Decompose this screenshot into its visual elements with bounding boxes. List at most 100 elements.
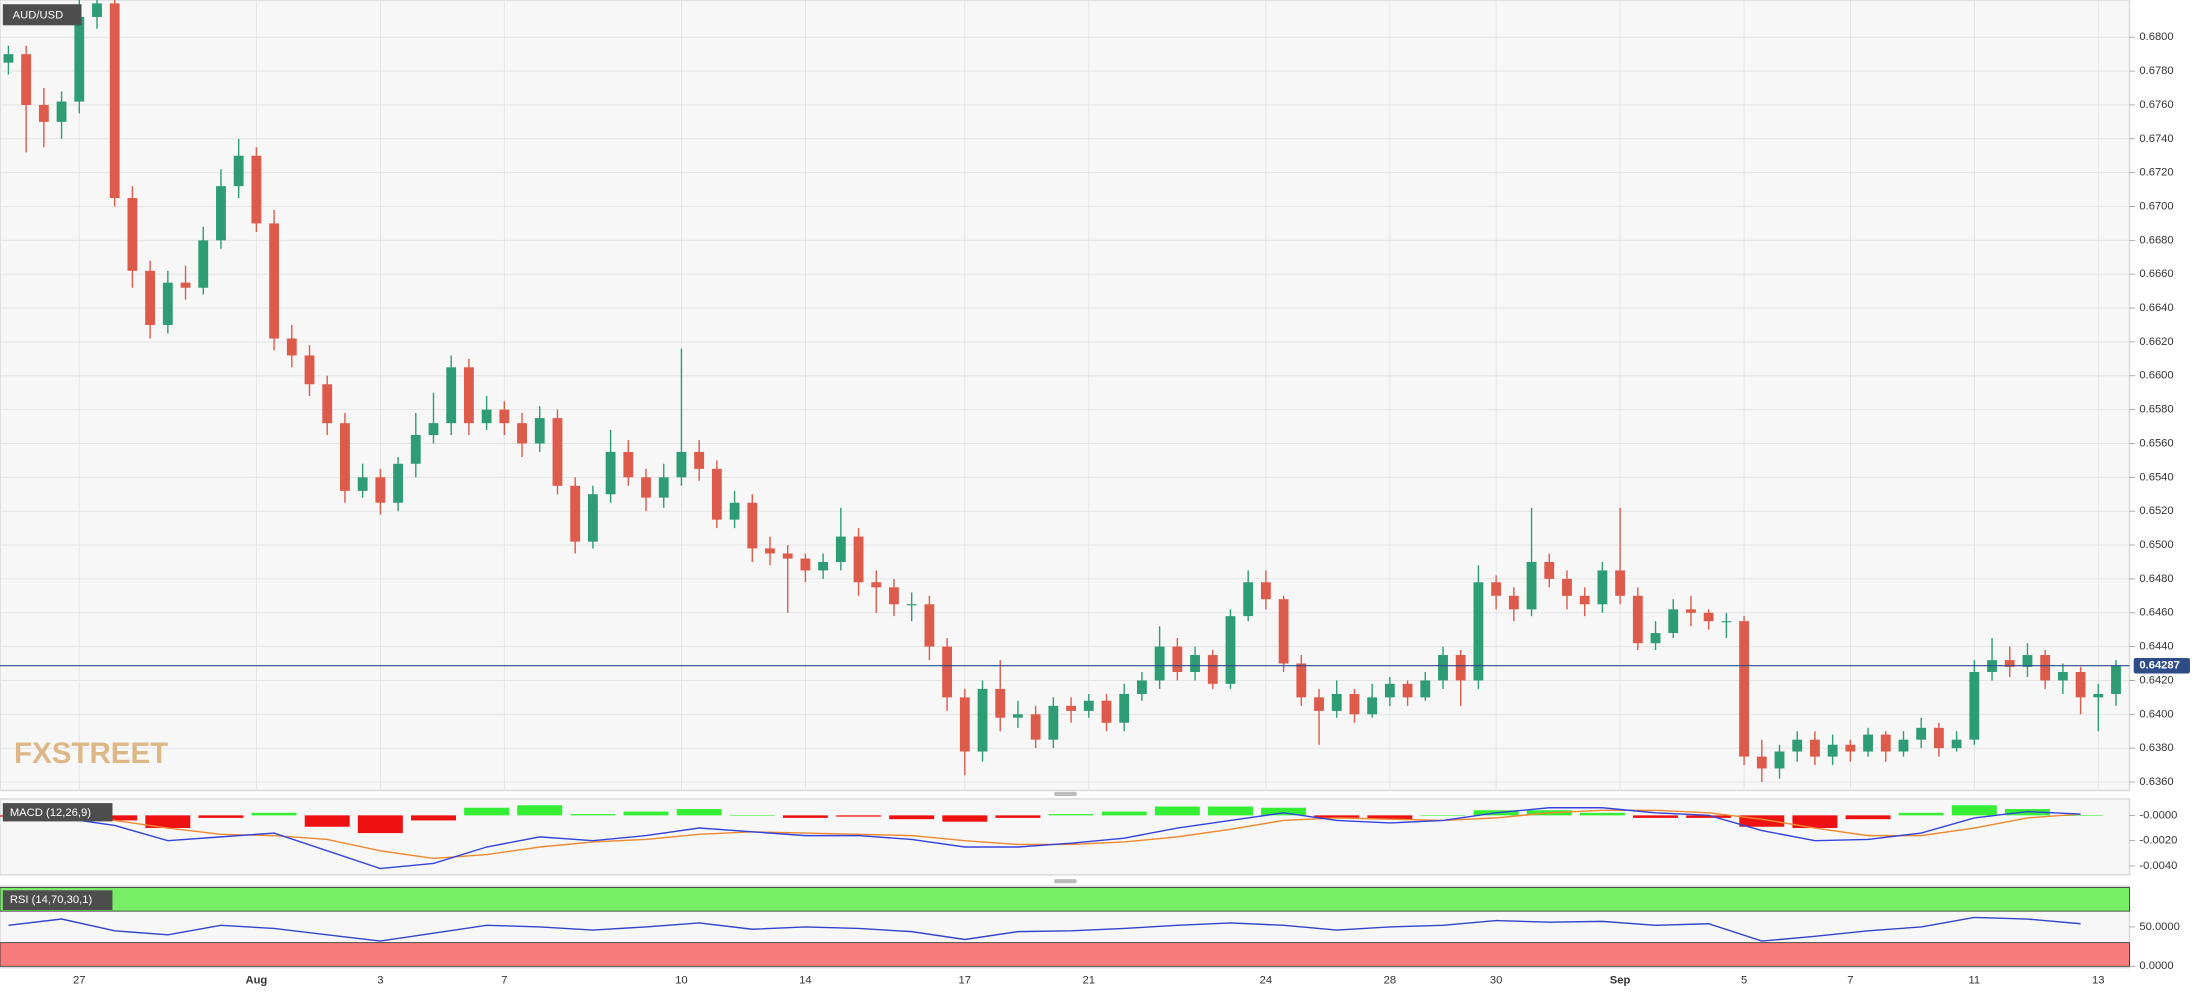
price-panel [0, 0, 2131, 792]
candle-body [1225, 616, 1236, 684]
candle-body [1349, 693, 1360, 715]
candle-body [1827, 744, 1838, 757]
candle-body [924, 604, 935, 647]
macd-histogram-bar [729, 815, 775, 816]
candle-body [1579, 595, 1590, 605]
candle-body [393, 463, 403, 503]
candle-body [1048, 705, 1059, 740]
y-tick-label: 0.6480 [2139, 573, 2173, 585]
macd-histogram-bar [1898, 812, 1944, 816]
candle-body [74, 16, 85, 102]
y-tick-label: -0.0020 [2139, 835, 2177, 847]
macd-histogram-bar [411, 815, 456, 821]
macd-line [8, 807, 2081, 870]
y-tick-label: 0.6400 [2139, 708, 2173, 720]
macd-histogram-bar [251, 812, 297, 816]
x-tick-label: 17 [959, 974, 971, 986]
candle-body [1863, 734, 1873, 752]
candle-body [1473, 582, 1484, 681]
candle-body [1455, 655, 1466, 681]
candle-body [1438, 655, 1448, 681]
candle-body [959, 697, 970, 752]
candle-body [198, 240, 209, 288]
macd-histogram-bar [1101, 811, 1147, 816]
y-tick-label: 0.0000 [2139, 960, 2173, 972]
y-tick-label: 0.6720 [2139, 167, 2173, 179]
candle-body [658, 477, 669, 498]
candle-body [233, 155, 244, 187]
candle-body [2040, 655, 2051, 681]
candle-body [1774, 751, 1785, 769]
candle-body [1331, 693, 1342, 711]
candle-body [2111, 665, 2121, 694]
candle-body [552, 418, 563, 486]
x-tick-label: Aug [245, 974, 267, 986]
candle-body [1207, 655, 1218, 684]
candle-body [109, 3, 120, 199]
x-tick-label: Sep [1610, 974, 1631, 986]
macd-panel [0, 798, 2131, 876]
candle-body [1880, 734, 1891, 752]
candle-body [889, 587, 899, 605]
y-tick-label: 0.6760 [2139, 99, 2173, 111]
x-tick-label: 5 [1741, 974, 1747, 986]
candle-body [1951, 739, 1962, 749]
x-tick-label: 14 [799, 974, 811, 986]
candle-body [251, 155, 262, 224]
candle-body [1278, 599, 1289, 664]
x-tick-label: 30 [1490, 974, 1502, 986]
candle-body [322, 384, 333, 424]
x-tick-label: 7 [1847, 974, 1853, 986]
y-tick-label: 50.0000 [2139, 921, 2180, 933]
candle-body [1969, 671, 1980, 740]
candle-body [906, 604, 917, 606]
candle-body [2004, 660, 2015, 667]
candle-body [676, 451, 687, 478]
y-tick-label: 0.6740 [2139, 133, 2173, 145]
candle-body [1296, 663, 1307, 698]
x-tick-label: 3 [377, 974, 383, 986]
candle-body [428, 423, 439, 436]
macd-histogram-bar [1207, 806, 1253, 816]
y-tick-label: 0.6800 [2139, 31, 2173, 43]
macd-histogram-bar [92, 815, 138, 821]
macd-histogram-bar [1314, 815, 1360, 818]
symbol-box [2, 4, 82, 26]
macd-label-box [2, 803, 113, 822]
candle-body [21, 54, 32, 105]
candle-body [145, 270, 156, 325]
macd-histogram-bar [1048, 814, 1094, 816]
candle-body [517, 423, 527, 444]
symbol-title: AUD/USD [13, 9, 64, 21]
candle-body [446, 367, 457, 424]
x-tick-label: 28 [1384, 974, 1396, 986]
candle-body [499, 409, 510, 424]
candle-body [729, 502, 740, 520]
candle-body [1402, 683, 1413, 698]
candle-body [1810, 739, 1820, 757]
y-tick-label: 0.6440 [2139, 641, 2173, 653]
candle-body [1916, 727, 1927, 740]
candle-body [871, 582, 882, 588]
candle-body [1615, 570, 1626, 596]
pane-handle[interactable] [1054, 791, 1077, 797]
candle-body [995, 688, 1006, 718]
candle-body [1650, 633, 1661, 644]
candle-body [1420, 680, 1431, 698]
x-tick-label: 24 [1260, 974, 1272, 986]
y-tick-label: 0.6420 [2139, 674, 2173, 686]
macd-histogram-bar [1579, 812, 1625, 816]
pane-handle[interactable] [1054, 879, 1077, 884]
candle-body [1083, 700, 1094, 711]
y-tick-label: 0.6360 [2139, 776, 2173, 788]
x-tick-label: 13 [2092, 974, 2104, 986]
macd-histogram-bar [2058, 815, 2104, 816]
candle-body [570, 485, 581, 542]
y-tick-label: 0.6380 [2139, 742, 2173, 754]
macd-histogram-bar [1845, 815, 1891, 820]
y-tick-label: 0.6540 [2139, 471, 2173, 483]
candle-body [1668, 609, 1679, 634]
oversold-zone [0, 942, 2130, 967]
macd-histogram-bar [1951, 805, 1997, 816]
